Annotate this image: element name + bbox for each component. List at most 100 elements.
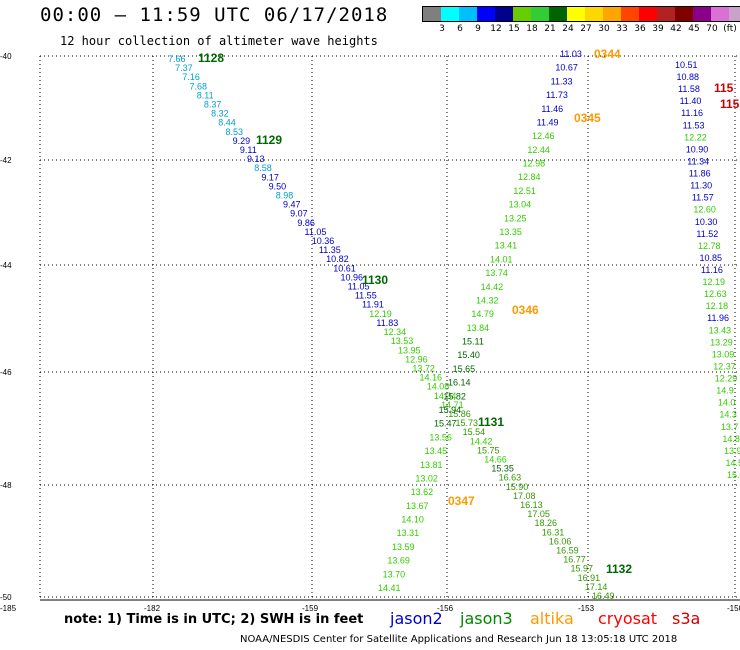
- swh-value: 13.53: [391, 336, 414, 346]
- scale-swatch: [729, 7, 740, 21]
- swh-value: 14.32: [476, 295, 499, 305]
- legend-cryosat: cryosat: [598, 609, 658, 628]
- swh-value: 11.58: [678, 84, 700, 94]
- swh-value: 16.49: [592, 591, 615, 601]
- swh-value: 12.84: [518, 172, 541, 182]
- pass-time-label: 0345: [574, 111, 601, 125]
- scale-label: 6: [457, 24, 463, 34]
- swh-value: 15.35: [491, 464, 514, 474]
- swh-value: 16.91: [578, 573, 601, 583]
- swh-value: 9.29: [233, 136, 251, 146]
- scale-label: 70: [706, 24, 718, 34]
- map-subtitle: 12 hour collection of altimeter wave hei…: [60, 34, 378, 48]
- swh-value: 11.34: [687, 156, 709, 166]
- scale-swatch: [693, 7, 711, 21]
- swh-value: 8.11: [197, 90, 214, 100]
- swh-value: 13.69: [387, 556, 410, 566]
- scale-swatch: [549, 7, 567, 21]
- swh-value: 12.78: [698, 241, 721, 251]
- swh-value: 13.95: [398, 345, 421, 355]
- swh-value: 16.13: [520, 500, 543, 510]
- scale-label: 3: [439, 24, 445, 34]
- scale-swatch: [585, 7, 603, 21]
- swh-value: 10.90: [686, 144, 709, 154]
- swh-value: 13.25: [504, 213, 527, 223]
- swh-value: 15.11: [462, 337, 484, 347]
- scale-label: 39: [652, 24, 664, 34]
- swh-value: 13.9: [724, 446, 740, 456]
- swh-value: 16.77: [563, 555, 586, 565]
- swh-value: 9.07: [290, 209, 308, 219]
- lon-label: -185: [0, 604, 17, 613]
- swh-value: 14.42: [481, 282, 504, 292]
- swh-value: 9.17: [261, 172, 279, 182]
- swh-value: 13.74: [485, 268, 508, 278]
- scale-swatch: [675, 7, 693, 21]
- swh-value: 11.46: [541, 104, 563, 114]
- swh-value: 11.40: [680, 96, 702, 106]
- swh-value: 11.05: [348, 282, 370, 292]
- swh-value: 11.96: [707, 313, 729, 323]
- lat-label: -40: [0, 52, 12, 61]
- swh-value: 11.30: [690, 181, 712, 191]
- swh-value: 15.75: [477, 445, 500, 455]
- swh-value: 15.82: [443, 391, 466, 401]
- lon-label: -159: [302, 604, 319, 613]
- swh-value: 14.8: [722, 434, 740, 444]
- note-text: note: 1) Time is in UTC; 2) SWH is in fe…: [64, 612, 364, 627]
- swh-value: 13.35: [499, 227, 522, 237]
- swh-value: 14.42: [470, 436, 493, 446]
- swh-value: 12.19: [369, 309, 392, 319]
- swh-value: 12.37: [713, 361, 736, 371]
- swh-value: 12.98: [523, 159, 546, 169]
- swh-value: 10.96: [340, 272, 363, 282]
- swh-value: 15.47: [434, 419, 457, 429]
- swh-value: 9.50: [269, 181, 287, 191]
- pass-time-label: 0346: [512, 303, 539, 317]
- swh-value: 15.86: [448, 409, 471, 419]
- swh-value: 13.84: [467, 323, 490, 333]
- scale-label: (ft): [723, 24, 737, 34]
- swh-value: 13.29: [710, 337, 733, 347]
- scale-swatch: [477, 7, 495, 21]
- swh-value: 12.44: [527, 145, 550, 155]
- scale-label: 12: [490, 24, 502, 34]
- swh-value: 13.81: [420, 460, 443, 470]
- scale-label: 24: [562, 24, 574, 34]
- lon-label: -156: [437, 604, 454, 613]
- scale-label: 33: [616, 24, 628, 34]
- lat-label: -44: [0, 261, 12, 270]
- swh-value: 16.31: [542, 527, 565, 537]
- swh-value: 8.44: [218, 118, 236, 128]
- pass-time-label: 1130: [362, 273, 388, 287]
- scale-swatch: [459, 7, 477, 21]
- footer-credit: NOAA/NESDIS Center for Satellite Applica…: [240, 634, 678, 645]
- pass-time-label: 1128: [198, 51, 224, 65]
- scale-label: 15: [508, 24, 520, 34]
- swh-value: 16.14: [448, 378, 471, 388]
- lat-label: -46: [0, 368, 12, 377]
- swh-value: 12.34: [384, 327, 407, 337]
- swh-value: 13.72: [412, 363, 435, 373]
- color-scale-boxes: [422, 6, 740, 22]
- scale-swatch: [441, 7, 459, 21]
- swh-value: 11.33: [551, 76, 573, 86]
- swh-value: 13.56: [429, 432, 452, 442]
- scale-swatch: [423, 7, 441, 21]
- scale-swatch: [711, 7, 729, 21]
- swh-value: 13.43: [709, 325, 732, 335]
- swh-value: 14.08: [427, 382, 450, 392]
- scale-swatch: [657, 7, 675, 21]
- swh-value: 13.41: [495, 241, 518, 251]
- swh-value: 11.16: [701, 265, 723, 275]
- swh-value: 11.57: [692, 193, 714, 203]
- swh-value: 12.19: [703, 277, 726, 287]
- swh-value: 14.9: [716, 386, 734, 396]
- lon-label: -150: [727, 604, 740, 613]
- swh-value: 11.03: [560, 49, 582, 59]
- map-title: 00:00 – 11:59 UTC 06/17/2018: [40, 4, 389, 26]
- legend-jason3: jason3: [460, 609, 513, 628]
- swh-value: 12.63: [704, 289, 727, 299]
- scale-label: 45: [688, 24, 700, 34]
